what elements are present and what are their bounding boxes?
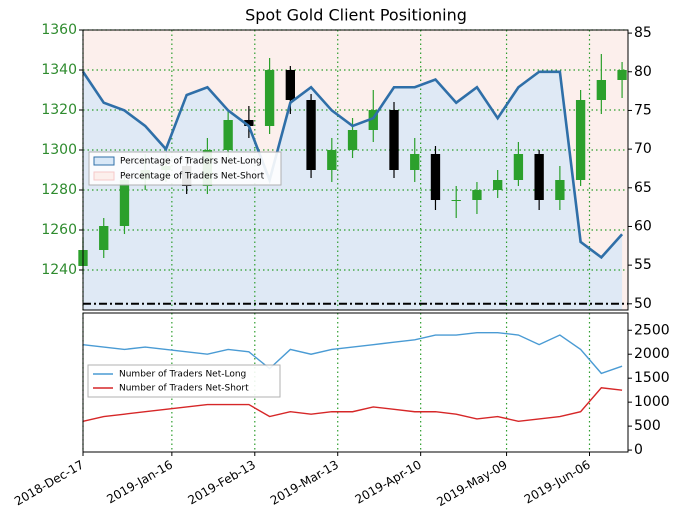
y2-tick-label: 75	[634, 102, 652, 118]
candle-body	[306, 100, 316, 170]
series-line	[81, 70, 624, 260]
x-tick-label: 2019-Jun-06	[522, 458, 593, 507]
candle-body	[244, 120, 254, 126]
candle-body	[264, 70, 275, 126]
x-tick-label: 2019-May-09	[434, 458, 509, 510]
candle-body	[99, 226, 109, 250]
candle-body	[368, 110, 378, 130]
legend-box	[87, 364, 281, 398]
y-tick-label: 1240	[41, 262, 77, 278]
candle-body	[451, 200, 461, 201]
x-tick-label: 2019-Apr-10	[353, 458, 424, 507]
y-tick-label: 2500	[634, 322, 670, 338]
y-tick-label: 1300	[41, 142, 77, 158]
candle-body	[410, 154, 420, 170]
candle-body	[285, 70, 296, 100]
candle-body	[513, 154, 524, 180]
legend-label: Number of Traders Net-Short	[119, 384, 249, 394]
y2-tick-label: 70	[634, 141, 652, 157]
legend-swatch	[93, 156, 115, 166]
legend-box	[88, 151, 282, 186]
legend-label: Percentage of Traders Net-Short	[120, 172, 265, 182]
y2-tick-label: 80	[634, 64, 652, 80]
panel-frame	[82, 29, 629, 311]
candle-body	[347, 130, 358, 150]
candle-body	[596, 80, 607, 100]
legend-label: Percentage of Traders Net-Long	[120, 157, 262, 167]
series-line	[82, 387, 623, 423]
candle-body	[472, 190, 482, 200]
candle-body	[430, 154, 441, 200]
candle-body	[493, 180, 503, 190]
y-tick-label: 1260	[41, 222, 77, 238]
candle-body	[327, 150, 337, 170]
candle-body	[534, 154, 544, 200]
candle-body	[575, 100, 586, 180]
x-tick-label: 2019-Mar-13	[268, 458, 341, 508]
legend: Number of Traders Net-Long Number of Trad…	[87, 364, 281, 398]
legend: Percentage of Traders Net-Long Percentage…	[88, 151, 282, 186]
candle-body	[223, 120, 233, 150]
y2-tick-label: 85	[634, 25, 652, 41]
candle-body	[555, 180, 565, 200]
series-line	[82, 331, 623, 375]
y-tick-label: 1280	[41, 182, 77, 198]
net-long-area	[83, 71, 623, 310]
panel-frame	[82, 312, 629, 453]
y-tick-label: 1000	[634, 394, 670, 410]
y2-tick-label: 55	[634, 257, 652, 273]
chart-title: Spot Gold Client Positioning	[245, 6, 467, 25]
legend-swatch	[93, 171, 115, 181]
y2-tick-label: 50	[634, 296, 652, 312]
legend-label: Number of Traders Net-Long	[119, 370, 246, 380]
y-tick-label: 2000	[634, 346, 670, 362]
x-tick-label: 2019-Feb-13	[185, 458, 258, 508]
candle-body	[119, 180, 130, 226]
y-tick-label: 1340	[41, 62, 77, 78]
y-tick-label: 0	[634, 442, 643, 458]
y-tick-label: 500	[634, 418, 661, 434]
x-tick-label: 2019-Jan-16	[104, 458, 175, 507]
y2-tick-label: 65	[634, 180, 652, 196]
y-tick-label: 1320	[41, 102, 77, 118]
y-tick-label: 1500	[634, 370, 670, 386]
candle-body	[617, 70, 627, 80]
y-tick-label: 1360	[41, 22, 77, 38]
x-tick-label: 2018-Dec-17	[12, 458, 86, 509]
y2-tick-label: 60	[634, 218, 652, 234]
candle-body	[389, 110, 399, 170]
